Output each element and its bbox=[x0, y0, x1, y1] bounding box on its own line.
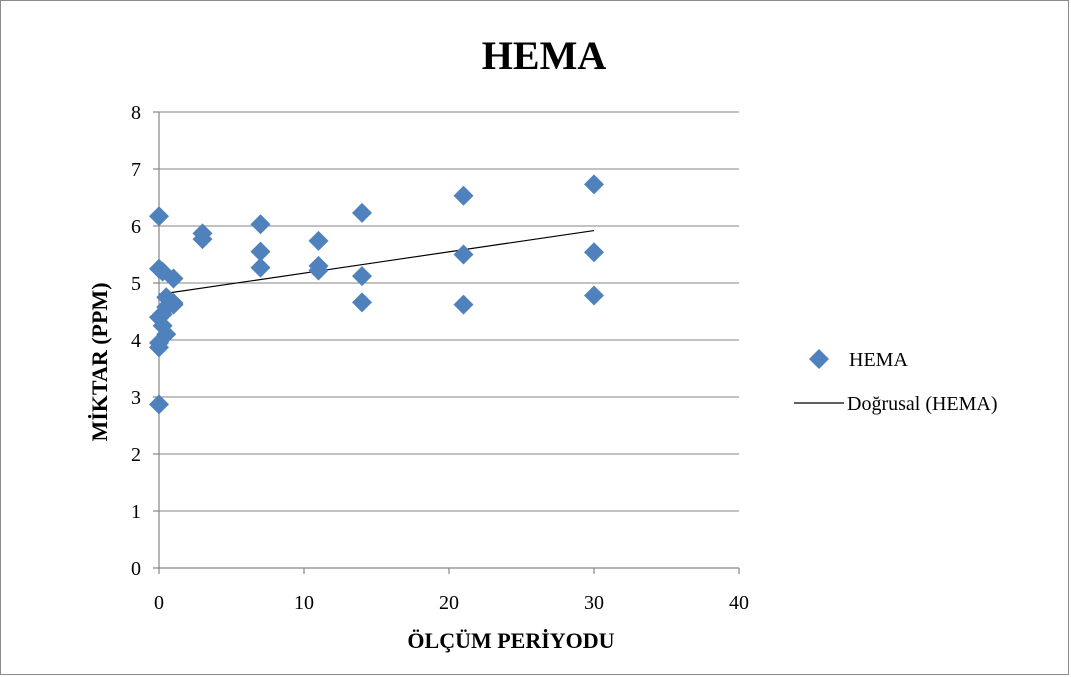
x-tick-label: 10 bbox=[294, 592, 314, 614]
data-point bbox=[163, 294, 184, 315]
data-point bbox=[584, 285, 604, 306]
chart-title: HEMA bbox=[482, 33, 607, 78]
data-point bbox=[352, 266, 372, 287]
legend-label-trendline: Doğrusal (HEMA) bbox=[847, 393, 998, 415]
y-tick-label: 5 bbox=[131, 273, 141, 295]
data-point bbox=[163, 268, 184, 289]
y-tick-label: 2 bbox=[131, 444, 141, 466]
data-point bbox=[156, 324, 177, 345]
y-tick-label: 3 bbox=[131, 387, 141, 409]
data-point bbox=[149, 394, 169, 415]
y-tick-label: 4 bbox=[131, 330, 141, 352]
trendline-layer bbox=[158, 229, 595, 295]
x-axis-title: ÖLÇÜM PERİYODU bbox=[407, 628, 614, 653]
y-axis-ticks: 0 1 2 3 4 5 6 7 8 bbox=[131, 102, 159, 580]
data-point bbox=[308, 230, 329, 251]
y-tick-label: 7 bbox=[131, 159, 141, 181]
legend: HEMA Doğrusal (HEMA) bbox=[794, 349, 998, 415]
x-tick-label: 40 bbox=[729, 592, 749, 614]
data-point bbox=[149, 206, 169, 227]
y-tick-label: 0 bbox=[131, 558, 141, 580]
data-point bbox=[453, 244, 474, 265]
data-point bbox=[250, 214, 271, 235]
legend-label-hema: HEMA bbox=[849, 349, 908, 371]
data-point bbox=[453, 185, 474, 206]
legend-marker-hema bbox=[809, 349, 829, 369]
x-axis-ticks: 0 10 20 30 40 bbox=[154, 568, 749, 614]
data-point bbox=[192, 229, 213, 250]
data-point bbox=[149, 337, 169, 358]
data-point bbox=[584, 174, 604, 195]
data-point bbox=[250, 257, 271, 278]
x-tick-label: 20 bbox=[439, 592, 459, 614]
data-point bbox=[584, 242, 604, 263]
y-tick-label: 1 bbox=[131, 501, 141, 523]
trendline bbox=[158, 229, 595, 295]
y-tick-label: 8 bbox=[131, 102, 141, 124]
data-point bbox=[352, 202, 372, 223]
data-point bbox=[250, 241, 271, 262]
y-tick-label: 6 bbox=[131, 216, 141, 238]
y-axis-title: MİKTAR (PPM) bbox=[87, 282, 112, 441]
x-tick-label: 0 bbox=[154, 592, 164, 614]
data-point bbox=[308, 260, 329, 281]
x-tick-label: 30 bbox=[584, 592, 604, 614]
data-point bbox=[352, 292, 372, 313]
data-points bbox=[149, 174, 604, 415]
gridlines bbox=[159, 111, 739, 512]
data-point bbox=[453, 294, 474, 315]
